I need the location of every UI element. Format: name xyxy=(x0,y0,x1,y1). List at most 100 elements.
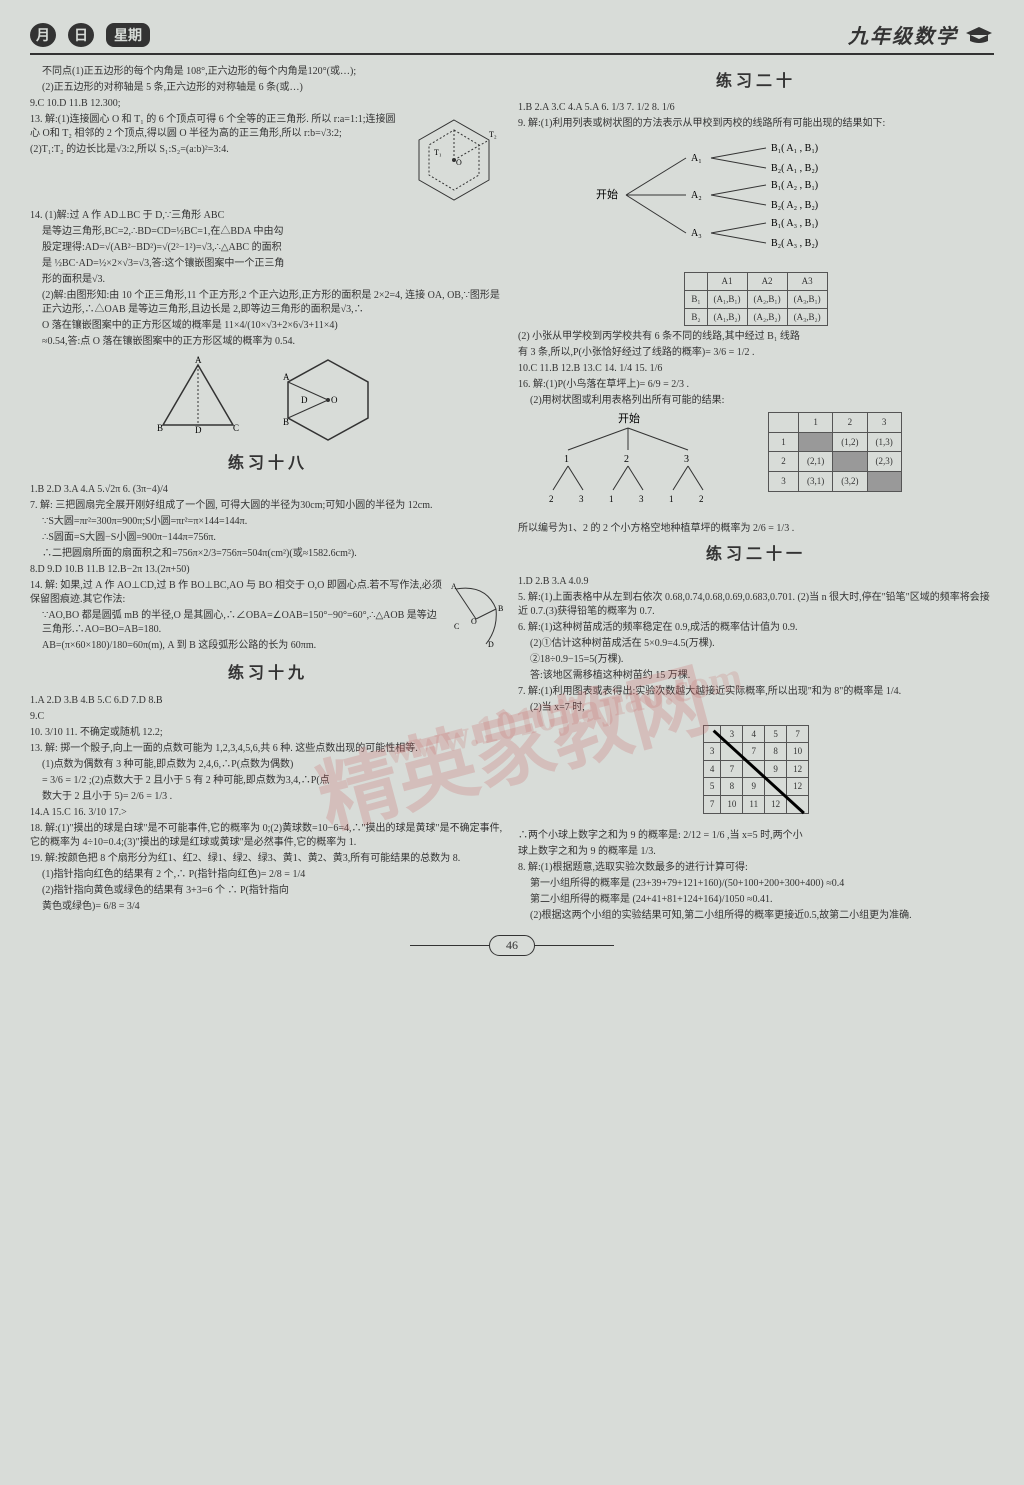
ex21-title: 练习二十一 xyxy=(518,544,994,566)
answers: 9.C 10.D 11.B 12.300; xyxy=(30,97,506,111)
ex18-q7: 7. 解: 三把圆扇完全展开刚好组成了一个圆, 可得大圆的半径为30cm;可知小… xyxy=(30,499,506,513)
ex19-q19: (1)指针指向红色的结果有 2 个,∴ P(指针指向红色)= 2/8 = 1/4 xyxy=(30,868,506,882)
svg-text:B₁( A₃ , B₁): B₁( A₃ , B₁) xyxy=(771,218,818,229)
svg-text:B: B xyxy=(283,417,289,427)
date-header: 月 日 星期 xyxy=(30,23,150,47)
svg-text:3: 3 xyxy=(639,494,644,504)
ex19-q13: 数大于 2 且小于 5)= 2/6 = 1/3 . xyxy=(30,790,506,804)
q14-text: 股定理得:AD=√(AB²−BD²)=√(2²−1²)=√3,∴△ABC 的面积 xyxy=(30,241,506,255)
svg-text:O: O xyxy=(456,158,462,167)
ex19-q19: 19. 解:按颜色把 8 个扇形分为红1、红2、绿1、绿2、绿3、黄1、黄2、黄… xyxy=(30,852,506,866)
ex20-title: 练习二十 xyxy=(518,71,994,93)
hexagon-figure: O T₁ T₂ xyxy=(404,115,504,205)
svg-text:B₂( A₂ , B₂): B₂( A₂ , B₂) xyxy=(771,200,818,211)
content-columns: 不同点(1)正五边形的每个内角是 108°,正六边形的每个内角是120°(或…)… xyxy=(30,63,994,925)
svg-text:A₁: A₁ xyxy=(691,153,702,164)
svg-text:C: C xyxy=(233,423,239,433)
arc-figure: A B O C D xyxy=(446,579,506,649)
ex21-q8: 第二小组所得的概率是 (24+41+81+124+164)/1050 ≈0.41… xyxy=(518,893,994,907)
ex18-q14: 14. 解: 如果,过 A 作 AO⊥CD,过 B 作 BO⊥BC,AO 与 B… xyxy=(30,579,506,607)
ex19-q19: 黄色或绿色)= 6/8 = 3/4 xyxy=(30,900,506,914)
ex19-q19: (2)指针指向黄色或绿色的结果有 3+3=6 个 ∴ P(指针指向 xyxy=(30,884,506,898)
right-column: 练习二十 1.B 2.A 3.C 4.A 5.A 6. 1/3 7. 1/2 8… xyxy=(518,63,994,925)
ex21-q6: (2)①估计这种树苗成活在 5×0.9=4.5(万棵). xyxy=(518,637,994,651)
ex18-q7: ∵S大圆=πr²=300π=900π;S小圆=πr²=π×144=144π. xyxy=(30,515,506,529)
ex19-title: 练习十九 xyxy=(30,663,506,685)
svg-text:A: A xyxy=(451,582,457,591)
svg-text:B₂( A₁ , B₂): B₂( A₁ , B₂) xyxy=(771,163,818,174)
ex19-14: 14.A 15.C 16. 3/10 17.> xyxy=(30,806,506,820)
svg-text:D: D xyxy=(195,425,202,435)
svg-text:B: B xyxy=(157,423,163,433)
subject-title: 九年级数学 xyxy=(848,20,958,49)
svg-text:1: 1 xyxy=(669,494,674,504)
ex21-q8: 第一小组所得的概率是 (23+39+79+121+160)/(50+100+20… xyxy=(518,877,994,891)
svg-text:A₂: A₂ xyxy=(691,190,702,201)
ex21-answers: 1.D 2.B 3.A 4.0.9 xyxy=(518,575,994,589)
ex18-q7: ∴S圆面=S大圆−S小圆=900π−144π=756π. xyxy=(30,531,506,545)
triangle-hexagon-figures: A B D C A D O B xyxy=(30,355,506,445)
tree-diagram: 开始 A₁ A₂ A₃ B₁( A₁ , B₁) B₂( A₁ , B₂) B₁… xyxy=(518,133,994,263)
month-badge: 月 xyxy=(30,23,56,47)
triangle-figure: A B D C xyxy=(153,355,243,435)
ex20-q16: (2)用树状图或利用表格列出所有可能的结果: xyxy=(518,394,994,408)
svg-text:A: A xyxy=(195,355,202,365)
q14-text: 是 ½BC·AD=½×2×√3=√3,答:这个镶嵌图案中一个正三角 xyxy=(30,257,506,271)
svg-text:D: D xyxy=(301,395,308,405)
svg-text:开始: 开始 xyxy=(618,411,640,425)
svg-text:B₁( A₂ , B₁): B₁( A₂ , B₁) xyxy=(771,180,818,191)
svg-text:B₂( A₃ , B₂): B₂( A₃ , B₂) xyxy=(771,238,818,249)
ex18-q14: ∵AO,BO 都是圆弧 mB 的半径,O 是其圆心,∴∠OBA=∠OAB=150… xyxy=(30,609,506,637)
text: (2)正五边形的对称轴是 5 条,正六边形的对称轴是 6 条(或…) xyxy=(30,81,506,95)
ex19-q13: (1)点数为偶数有 3 种可能,即点数为 2,4,6,∴P(点数为偶数) xyxy=(30,758,506,772)
ex21-q6: ②18÷0.9−15=5(万棵). xyxy=(518,653,994,667)
svg-text:B₁( A₁ , B₁): B₁( A₁ , B₁) xyxy=(771,143,818,154)
ex18-title: 练习十八 xyxy=(30,453,506,475)
page-header: 月 日 星期 九年级数学 xyxy=(30,20,994,55)
svg-text:C: C xyxy=(454,622,459,631)
ex18-q14: AB=(π×60×180)/180=60π(m), A 到 B 这段弧形公路的长… xyxy=(30,639,506,653)
hexagon-triangle-figure: A D O B xyxy=(273,355,383,445)
ex21-q5: 5. 解:(1)上面表格中从左到右依次 0.68,0.74,0.68,0.69,… xyxy=(518,591,994,619)
ex20-q9b: (2) 小张从甲学校到丙学校共有 6 条不同的线路,其中经过 B₁ 线路 xyxy=(518,330,994,344)
tree-diagram-2: 开始 1 2 3 2 3 1 3 1 xyxy=(518,410,758,520)
day-badge: 日 xyxy=(68,23,94,47)
ex19-10: 10. 3/10 11. 不确定或随机 12.2; xyxy=(30,726,506,740)
ex21-q8: (2)根据这两个小组的实验结果可知,第二小组所得的概率更接近0.5,故第二小组更… xyxy=(518,909,994,923)
ex19-q18: 18. 解:(1)"摸出的球是白球"是不可能事件,它的概率为 0;(2)黄球数=… xyxy=(30,822,506,850)
ex20-q16b: 所以编号为1、2 的 2 个小方格空地种植草坪的概率为 2/6 = 1/3 . xyxy=(518,522,994,536)
ex18-answers: 1.B 2.D 3.A 4.A 5.√2π 6. (3π−4)/4 xyxy=(30,483,506,497)
ex19-q13: 13. 解: 掷一个骰子,向上一面的点数可能为 1,2,3,4,5,6,共 6 … xyxy=(30,742,506,756)
svg-text:3: 3 xyxy=(684,454,689,465)
svg-text:3: 3 xyxy=(579,494,584,504)
svg-text:A₃: A₃ xyxy=(691,228,702,239)
svg-text:2: 2 xyxy=(549,494,554,504)
ex21-q7: 7. 解:(1)利用图表或表得出:实验次数越大越接近实际概率,所以出现"和为 8… xyxy=(518,685,994,699)
q14-text: ≈0.54,答:点 O 落在镶嵌图案中的正方形区域的概率为 0.54. xyxy=(30,335,506,349)
q14-text: 是等边三角形,BC=2,∴BD=CD=½BC=1,在△BDA 中由勾 xyxy=(30,225,506,239)
svg-text:2: 2 xyxy=(624,454,629,465)
svg-text:D: D xyxy=(488,640,494,649)
ex21-q7b: 球上数字之和为 9 的概率是 1/3. xyxy=(518,845,994,859)
week-badge: 星期 xyxy=(106,23,150,47)
svg-text:T₁: T₁ xyxy=(434,148,442,157)
q14-text: 形的面积是√3. xyxy=(30,273,506,287)
ex21-q6: 6. 解:(1)这种树苗成活的频率稳定在 0.9,成活的概率估计值为 0.9. xyxy=(518,621,994,635)
svg-text:B: B xyxy=(498,604,503,613)
ex20-grid-table: 123 1(1,2)(1,3) 2(2,1)(2,3) 3(3,1)(3,2) xyxy=(768,412,902,491)
q14-text: 14. (1)解:过 A 作 AD⊥BC 于 D,∵三角形 ABC xyxy=(30,209,506,223)
ex19-answers: 1.A 2.D 3.B 4.B 5.C 6.D 7.D 8.B xyxy=(30,694,506,708)
svg-text:A: A xyxy=(283,372,290,382)
page-footer: 46 xyxy=(30,935,994,956)
svg-text:1: 1 xyxy=(564,454,569,465)
q14-text: O 落在镶嵌图案中的正方形区域的概率是 11×4/(10×√3+2×6√3+11… xyxy=(30,319,506,333)
ex19-q13: = 3/6 = 1/2 ;(2)点数大于 2 且小于 5 有 2 种可能,即点数… xyxy=(30,774,506,788)
ex20-answers: 1.B 2.A 3.C 4.A 5.A 6. 1/3 7. 1/2 8. 1/6 xyxy=(518,101,994,115)
svg-text:T₂: T₂ xyxy=(489,130,497,139)
q14-text: (2)解:由图形知:由 10 个正三角形,11 个正方形,2 个正六边形,正方形… xyxy=(30,289,506,317)
header-right: 九年级数学 xyxy=(848,20,994,49)
ex20-route-table: A1A2A3 B₁(A₁,B₁)(A₂,B₁)(A₃,B₁) B₂(A₁,B₂)… xyxy=(684,272,827,326)
text: 不同点(1)正五边形的每个内角是 108°,正六边形的每个内角是120°(或…)… xyxy=(30,65,506,79)
left-column: 不同点(1)正五边形的每个内角是 108°,正六边形的每个内角是120°(或…)… xyxy=(30,63,506,925)
ex20-ans10: 10.C 11.B 12.B 13.C 14. 1/4 15. 1/6 xyxy=(518,362,994,376)
